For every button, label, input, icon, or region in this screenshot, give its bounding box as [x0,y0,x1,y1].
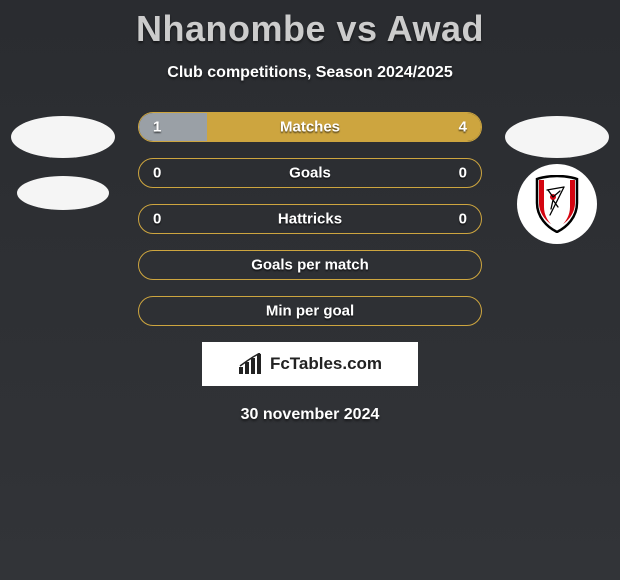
right-player-column [502,112,612,244]
player-photo-placeholder [11,116,115,158]
stat-row: 00Hattricks [138,204,482,234]
stats-list: 14Matches 00Goals 00Hattricks Goals per mat… [138,112,482,326]
stat-row: Min per goal [138,296,482,326]
stat-label: Hattricks [139,211,481,228]
player-photo-placeholder [505,116,609,158]
stat-label: Min per goal [139,303,481,320]
page-title: Nhanombe vs Awad [0,0,620,50]
fctables-logo: FcTables.com [202,342,418,386]
bar-chart-icon [238,353,264,375]
stat-row: Goals per match [138,250,482,280]
left-player-column [8,112,118,210]
stat-row: 00Goals [138,158,482,188]
stat-label: Goals [139,165,481,182]
club-logo-placeholder [17,176,109,210]
shield-icon [533,175,581,233]
club-crest [517,164,597,244]
logo-text: FcTables.com [270,354,382,374]
date-label: 30 november 2024 [0,406,620,424]
stat-row: 14Matches [138,112,482,142]
stat-label: Goals per match [139,257,481,274]
comparison-panel: 14Matches 00Goals 00Hattricks Goals per mat… [0,112,620,424]
stat-label: Matches [139,119,481,136]
subtitle: Club competitions, Season 2024/2025 [0,64,620,82]
